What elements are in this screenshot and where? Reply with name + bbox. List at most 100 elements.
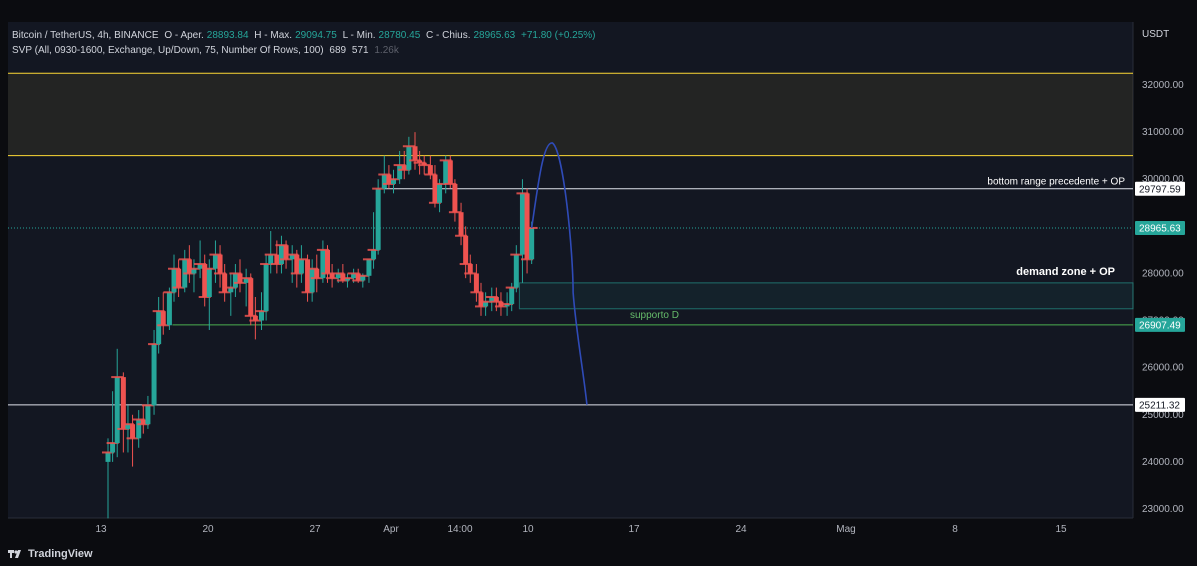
annotation-bottom-range: bottom range precedente + OP [987,177,1125,188]
candle-body [278,245,284,265]
candle-body [509,287,515,305]
candle-body [325,249,331,274]
candle-body [371,249,377,260]
candle-body [294,254,300,274]
candle-body [391,179,397,184]
candle-body [519,193,525,255]
open-label: O - Aper. [164,30,204,41]
candle-body [329,273,335,279]
candle-body [160,311,166,326]
candle-body [305,259,311,293]
candle [172,259,185,297]
candle-body [381,174,387,189]
currency-label: USDT [1142,29,1169,40]
candle-body [114,377,120,444]
candle-body [366,259,372,276]
x-tick-label: 24 [735,524,747,535]
candle-body [283,245,289,260]
candle-body [145,405,151,425]
high-value: 29094.75 [295,30,337,41]
candle-body [151,344,157,406]
candle-body [130,424,136,439]
y-tick-label: 23000.00 [1142,504,1184,515]
annotation-support: supporto D [630,310,679,321]
price-label-text: 26907.49 [1139,320,1181,331]
candle-body [417,160,423,163]
candle-body [120,377,126,429]
close-label: C - Chius. [426,30,471,41]
candle [102,438,114,519]
candle-body [289,254,295,260]
candle-body [268,254,274,265]
candle-body [421,162,427,166]
candle-body [186,259,192,274]
candle-body [432,174,438,203]
demand-zone [518,282,1134,310]
x-tick-label: Apr [383,524,399,535]
candle-body [351,273,357,279]
candle-body [447,160,453,184]
candle-body [274,254,280,265]
candle-body [478,292,484,307]
candle-body [458,212,464,236]
projection-path [530,142,588,405]
candle-body [110,443,116,453]
candle-body [232,273,238,288]
change-value: +71.80 (+0.25%) [521,30,596,41]
x-tick-label: 15 [1055,524,1067,535]
indicator-value-1: 689 [329,45,347,56]
candle-body [489,297,495,302]
candle-body [140,419,146,425]
candle-body [222,273,228,293]
candle-body [360,275,366,281]
candle-body [335,273,341,279]
y-tick-label: 24000.00 [1142,457,1184,468]
candle-body [452,183,458,213]
supply-zone [8,73,1133,156]
candle-body [443,160,449,184]
candle-body [513,254,519,288]
price-label-box [1135,220,1185,235]
x-tick-label: 8 [952,524,958,535]
candle-body [212,254,218,269]
indicator-title[interactable]: SVP (All, 0930-1600, Exchange, Up/Down, … [12,45,324,56]
price-label-text: 25211.32 [1139,400,1180,411]
candle-body [397,165,403,180]
candle-body [467,264,473,274]
y-tick-label: 30000.00 [1142,174,1184,185]
candle-body [125,424,131,429]
candle-body [473,273,479,293]
candle-body [309,268,315,293]
candle-body [298,259,304,274]
candles-group [102,132,538,519]
candle-body [320,249,326,279]
high-label: H - Max. [254,30,293,41]
candle [387,169,400,194]
x-tick-label: 13 [95,524,107,535]
candle-body [529,227,535,260]
close-value: 28965.63 [473,30,516,41]
candle-body [136,419,142,439]
candle-body [524,193,530,260]
candle-body [252,315,258,321]
candle-body [412,146,418,161]
candle-body [248,278,254,316]
candle-body [427,165,433,175]
indicator-legend: SVP (All, 0930-1600, Exchange, Up/Down, … [12,45,402,56]
price-label-box [1135,181,1185,196]
candle-body [401,165,407,170]
candle-body [259,311,264,321]
tradingview-brand[interactable]: TradingView [8,548,93,560]
candle-body [406,146,412,170]
symbol-title[interactable]: Bitcoin / TetherUS, 4h, BINANCE [12,30,159,41]
candle-body [483,301,489,307]
candle-body [171,268,177,293]
x-tick-label: Mag [836,524,855,535]
price-label-box [1135,317,1185,332]
candle [290,249,303,288]
low-label: L - Min. [342,30,376,41]
x-tick-label: 14:00 [447,524,472,535]
x-tick-label: 17 [628,524,640,535]
candle-body [493,297,499,302]
